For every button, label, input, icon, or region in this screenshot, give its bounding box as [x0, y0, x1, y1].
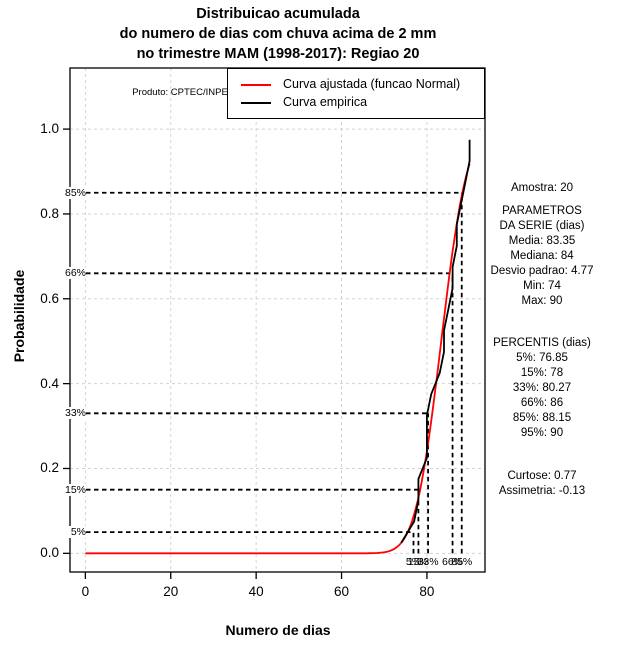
sample-size-label: Amostra: 20 [511, 182, 573, 194]
legend-label: Curva ajustada (funcao Normal) [283, 77, 461, 91]
parameters-header: PARAMETROS [502, 205, 582, 217]
legend-box: Curva ajustada (funcao Normal) Curva emp… [227, 68, 485, 119]
x-tick-label: 40 [248, 584, 264, 599]
percentile-bottom-label: 15% [407, 556, 429, 568]
stat-line-assimetria: Assimetria: -0.13 [498, 485, 586, 497]
percentiles-block: PERCENTIS (dias) 5%: 76.85 15%: 78 33%: … [460, 336, 624, 441]
percentile-bottom-label: 33% [417, 556, 439, 568]
percentile-line-15: 15%: 78 [520, 367, 564, 379]
percentile-line-66: 66%: 86 [520, 397, 564, 409]
empirical-curve [400, 139, 471, 544]
percentile-left-label: 15% [56, 483, 86, 496]
empirical-line-swatch [241, 101, 271, 104]
y-axis-title: Probabilidade [11, 269, 27, 363]
y-tick-label: 0.4 [40, 375, 59, 391]
stat-line-mediana: Mediana: 84 [510, 250, 574, 262]
percentile-left-label: 85% [56, 186, 86, 199]
producer-watermark: Produto: CPTEC/INPE [132, 87, 228, 98]
legend-item-fitted: Curva ajustada (funcao Normal) [241, 78, 484, 91]
chart-title-line2: do numero de dias com chuva acima de 2 m… [119, 26, 437, 42]
y-tick-label: 0.6 [40, 290, 59, 306]
percentile-left-label: 5% [56, 526, 86, 539]
stat-line-curtose: Curtose: 0.77 [507, 470, 577, 482]
percentile-line-5: 5%: 76.85 [516, 352, 568, 364]
percentile-left-label: 66% [56, 267, 86, 280]
percentiles-header: PERCENTIS (dias) [493, 337, 591, 349]
percentile-line-33: 33%: 80.27 [512, 382, 572, 394]
stat-line-desvio: Desvio padrao: 4.77 [490, 265, 594, 277]
plot-border [69, 67, 486, 573]
y-tick-label: 0.2 [40, 460, 59, 476]
stat-line-min: Min: 74 [523, 280, 561, 292]
stat-line-media: Media: 83.35 [508, 235, 576, 247]
fitted-curve [85, 163, 471, 555]
y-tick-label: 0.8 [40, 205, 59, 221]
y-tick-label: 0.0 [40, 545, 59, 561]
stat-line-max: Max: 90 [521, 295, 563, 307]
x-tick-label: 0 [81, 584, 90, 599]
series-parameters-block: PARAMETROS DA SERIE (dias) Media: 83.35 … [460, 204, 624, 309]
legend-label: Curva empirica [283, 95, 368, 109]
y-tick-label: 1.0 [40, 121, 59, 137]
percentile-bottom-label: 66% [442, 556, 464, 568]
percentile-line-85: 85%: 88.15 [512, 412, 572, 424]
x-axis-title: Numero de dias [225, 622, 331, 638]
chart-title: Distribuicao acumulada do numero de dias… [0, 4, 556, 64]
x-tick-label: 80 [419, 584, 435, 599]
percentile-bottom-label: 85% [451, 556, 473, 568]
chart-title-line3: no trimestre MAM (1998-2017): Regiao 20 [136, 46, 420, 62]
fitted-line-swatch [241, 83, 271, 86]
percentile-bottom-label: 5% [405, 556, 422, 568]
parameters-header: DA SERIE (dias) [499, 220, 585, 232]
moments-block: Curtose: 0.77 Assimetria: -0.13 [460, 469, 624, 499]
legend-item-empirical: Curva empirica [241, 96, 484, 109]
chart-title-line1: Distribuicao acumulada [196, 6, 360, 22]
percentile-left-label: 33% [56, 407, 86, 420]
x-tick-label: 20 [163, 584, 179, 599]
percentile-line-95: 95%: 90 [520, 427, 564, 439]
x-tick-label: 60 [334, 584, 350, 599]
